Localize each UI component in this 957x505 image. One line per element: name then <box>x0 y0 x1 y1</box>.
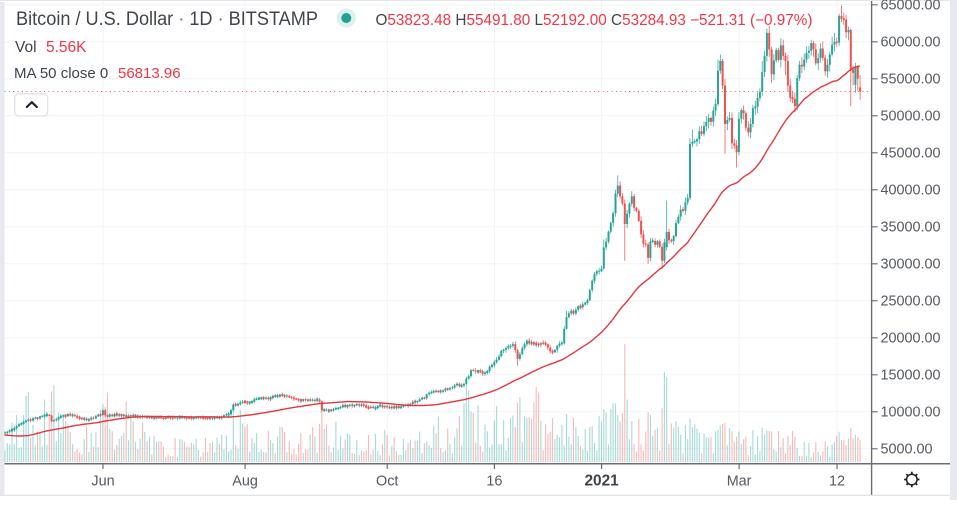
svg-text:2021: 2021 <box>584 473 619 490</box>
svg-text:40000.00: 40000.00 <box>881 183 941 199</box>
svg-text:35000.00: 35000.00 <box>881 220 941 236</box>
svg-text:25000.00: 25000.00 <box>881 294 941 310</box>
svg-text:30000.00: 30000.00 <box>881 257 941 273</box>
svg-text:45000.00: 45000.00 <box>881 146 941 162</box>
svg-text:Oct: Oct <box>376 474 398 490</box>
svg-text:Bitcoin / U.S. Dollar · 1D · B: Bitcoin / U.S. Dollar · 1D · BITSTAMP <box>16 9 318 30</box>
svg-text:MA 50 close 0 56813.96: MA 50 close 0 56813.96 <box>14 65 181 82</box>
svg-text:15000.00: 15000.00 <box>881 368 941 384</box>
svg-text:16: 16 <box>486 474 502 490</box>
svg-text:20000.00: 20000.00 <box>881 331 941 347</box>
svg-text:12: 12 <box>829 474 845 490</box>
svg-text:Aug: Aug <box>232 474 258 490</box>
svg-text:65000.00: 65000.00 <box>881 0 941 14</box>
svg-text:O53823.48 H55491.80 L52192.00: O53823.48 H55491.80 L52192.00 C53284.93 … <box>376 12 813 29</box>
svg-text:Jun: Jun <box>91 474 114 490</box>
svg-text:55000.00: 55000.00 <box>881 72 941 88</box>
svg-text:Mar: Mar <box>727 474 752 490</box>
svg-text:Vol 5.56K: Vol 5.56K <box>15 39 87 56</box>
svg-text:10000.00: 10000.00 <box>881 405 941 421</box>
svg-text:50000.00: 50000.00 <box>881 109 941 125</box>
svg-text:5000.00: 5000.00 <box>881 442 933 458</box>
svg-text:60000.00: 60000.00 <box>881 35 941 51</box>
